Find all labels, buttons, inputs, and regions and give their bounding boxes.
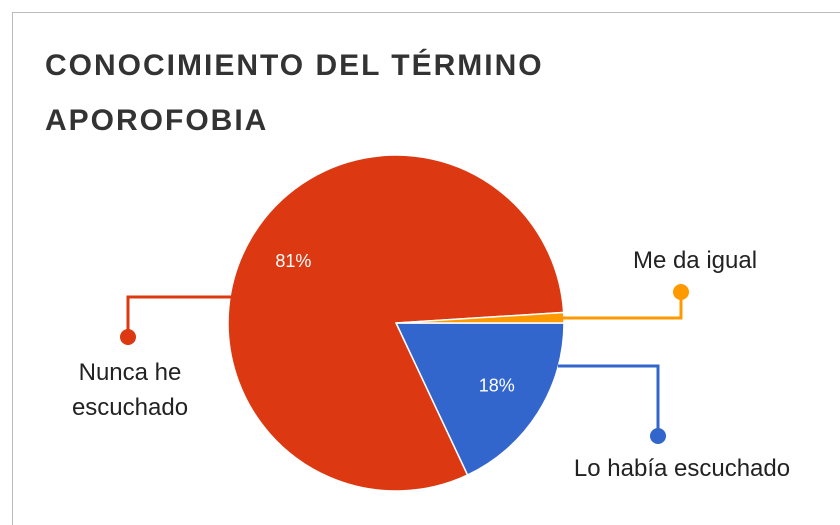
callout-dot [120, 329, 136, 345]
pie-slice [394, 322, 565, 477]
category-label: Lo había escuchado [573, 454, 791, 482]
callout-line [126, 295, 232, 337]
pie-slice [227, 154, 565, 492]
page: {"chart_data": {"type": "pie", "title": … [12, 12, 840, 525]
card [12, 12, 840, 525]
callout-dot [673, 284, 689, 300]
category-label: Nunca he escuchado [71, 359, 189, 421]
chart: 18% 81% [120, 154, 689, 492]
value-label: 81% [275, 251, 311, 271]
chart-title: CONOCIMIENTO DEL TÉRMINO APOROFOBIA [45, 49, 544, 137]
callout-line [560, 292, 683, 320]
callout-dot [650, 428, 666, 444]
value-label: 18% [479, 376, 515, 396]
category-label: Me da igual [632, 246, 758, 274]
callout-line [558, 364, 660, 436]
